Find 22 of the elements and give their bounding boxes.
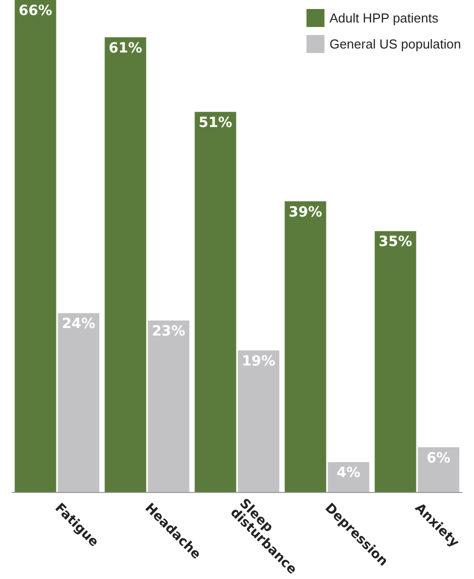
bar (328, 462, 370, 492)
data-label: 24% (62, 316, 96, 332)
data-label: 4% (336, 465, 360, 482)
bar (284, 201, 326, 492)
legend-label: General US population (329, 36, 461, 52)
data-label: 51% (198, 114, 232, 131)
data-label: 6% (426, 450, 450, 466)
bar (238, 350, 280, 492)
data-label: 39% (288, 204, 322, 220)
data-label: 35% (378, 234, 412, 250)
bar (194, 112, 236, 492)
data-label: 23% (152, 324, 186, 340)
bar (374, 231, 416, 492)
data-label: 19% (242, 353, 276, 370)
bar (104, 37, 146, 492)
bar (148, 320, 190, 492)
bar (58, 313, 100, 492)
data-label: 66% (18, 3, 52, 19)
legend-label: Adult HPP patients (329, 10, 439, 26)
bar (418, 447, 460, 492)
data-label: 61% (108, 40, 142, 56)
bar (14, 0, 56, 492)
